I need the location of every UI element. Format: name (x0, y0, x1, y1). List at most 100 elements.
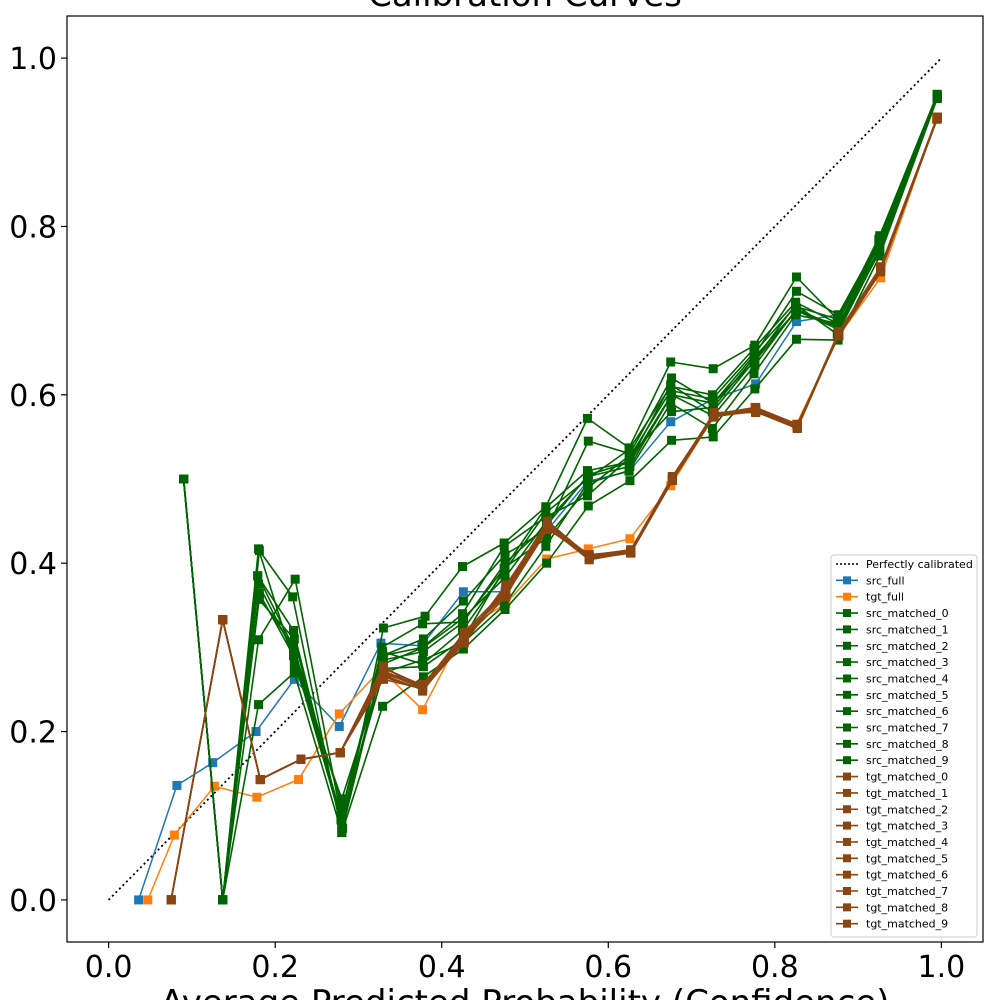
series-line (170, 116, 938, 901)
series-line (170, 118, 938, 901)
data-point (337, 794, 347, 804)
y-tick-label: 0.8 (9, 210, 57, 245)
data-point (289, 649, 299, 659)
legend-item-src-matched-9[interactable]: src_matched_9 (836, 754, 949, 767)
data-point (337, 819, 347, 829)
data-point (791, 317, 801, 327)
data-point (378, 623, 388, 633)
data-point (751, 405, 761, 415)
series-line (170, 117, 938, 901)
data-point (791, 334, 801, 344)
legend-swatch-marker (843, 592, 851, 601)
legend-item-tgt-matched-9[interactable]: tgt_matched_9 (836, 918, 948, 931)
legend-item-tgt-matched-6[interactable]: tgt_matched_6 (836, 869, 948, 882)
data-point (336, 811, 346, 821)
data-point (252, 792, 262, 802)
data-point (791, 286, 801, 296)
legend-item-tgt-matched-8[interactable]: tgt_matched_8 (836, 901, 948, 914)
data-point (583, 501, 593, 511)
data-point (791, 306, 801, 316)
y-tick-label: 0.2 (9, 716, 57, 751)
data-point (458, 644, 468, 654)
data-point (542, 533, 552, 543)
legend-item-src-matched-5[interactable]: src_matched_5 (836, 689, 949, 702)
x-tick-label: 0.4 (418, 950, 466, 985)
data-point (833, 321, 843, 331)
plot-frame (66, 15, 984, 943)
data-point (667, 473, 677, 483)
series-line (170, 118, 938, 901)
legend-swatch-marker (843, 756, 851, 765)
legend-swatch-marker (843, 723, 851, 732)
legend-item-tgt-matched-2[interactable]: tgt_matched_2 (836, 803, 948, 816)
legend-item-src-matched-6[interactable]: src_matched_6 (836, 705, 949, 718)
data-point (500, 558, 510, 568)
data-point (626, 546, 636, 556)
series-src-matched-6 (179, 92, 942, 905)
legend-item-src-full[interactable]: src_full (836, 574, 905, 587)
legend-swatch-marker (843, 674, 851, 683)
legend-label: tgt_matched_0 (866, 771, 948, 784)
data-point (582, 413, 592, 423)
data-point (932, 113, 942, 123)
legend-item-src-matched-0[interactable]: src_matched_0 (836, 607, 949, 620)
legend-label: src_matched_7 (866, 722, 949, 735)
legend-label: src_matched_3 (866, 656, 949, 669)
data-point (624, 445, 634, 455)
data-point (749, 344, 759, 354)
x-tick-label: 0.0 (85, 950, 133, 985)
data-point (254, 700, 264, 710)
series-src-matched-1 (179, 91, 942, 905)
data-point (143, 895, 153, 905)
data-point (418, 634, 428, 644)
legend[interactable]: Perfectly calibrated src_full tgt_full src_… (830, 554, 978, 938)
data-point (458, 562, 468, 572)
legend-box (830, 554, 978, 938)
data-point (289, 634, 299, 644)
legend-item-src-matched-7[interactable]: src_matched_7 (836, 722, 949, 735)
legend-item-src-matched-2[interactable]: src_matched_2 (836, 640, 949, 653)
y-tick-label: 0.6 (9, 379, 57, 414)
legend-item-tgt-matched-4[interactable]: tgt_matched_4 (836, 836, 948, 849)
data-point (288, 592, 298, 602)
data-point (254, 635, 264, 645)
data-point (378, 668, 388, 678)
data-point (500, 604, 510, 614)
data-point (709, 409, 719, 419)
data-point (334, 721, 344, 731)
data-point (667, 435, 677, 445)
data-point (932, 93, 942, 103)
legend-item-src-matched-1[interactable]: src_matched_1 (836, 623, 949, 636)
data-point (420, 611, 430, 621)
legend-item-src-matched-4[interactable]: src_matched_4 (836, 672, 949, 685)
series-line (170, 117, 938, 901)
data-point (254, 544, 264, 554)
legend-item-tgt-full[interactable]: tgt_full (836, 591, 904, 604)
data-point (750, 384, 760, 394)
legend-label: tgt_matched_9 (866, 918, 948, 931)
legend-label: src_matched_9 (866, 754, 949, 767)
data-point (583, 482, 593, 492)
y-tick-label: 0.4 (9, 547, 57, 582)
legend-item-tgt-matched-7[interactable]: tgt_matched_7 (836, 885, 948, 898)
data-point (169, 830, 179, 840)
legend-item-tgt-matched-3[interactable]: tgt_matched_3 (836, 820, 948, 833)
data-point (251, 727, 261, 737)
data-point (208, 758, 218, 768)
data-point (378, 701, 388, 711)
legend-item-tgt-matched-5[interactable]: tgt_matched_5 (836, 852, 948, 865)
series-layer (107, 57, 943, 905)
legend-label: tgt_matched_6 (866, 869, 948, 882)
data-point (289, 659, 299, 669)
series-src-full (134, 93, 942, 905)
data-point (792, 422, 802, 432)
legend-item-src-matched-3[interactable]: src_matched_3 (836, 656, 949, 669)
legend-item-tgt-matched-0[interactable]: tgt_matched_0 (836, 771, 948, 784)
legend-item-tgt-matched-1[interactable]: tgt_matched_1 (836, 787, 948, 800)
legend-item-src-matched-8[interactable]: src_matched_8 (836, 738, 949, 751)
series-line (170, 117, 938, 901)
data-point (707, 423, 717, 433)
data-point (378, 647, 388, 657)
x-axis-title: Average Predicted Probability (Confidenc… (160, 983, 889, 1000)
legend-item-perfectly-calibrated[interactable]: Perfectly calibrated (836, 558, 973, 571)
